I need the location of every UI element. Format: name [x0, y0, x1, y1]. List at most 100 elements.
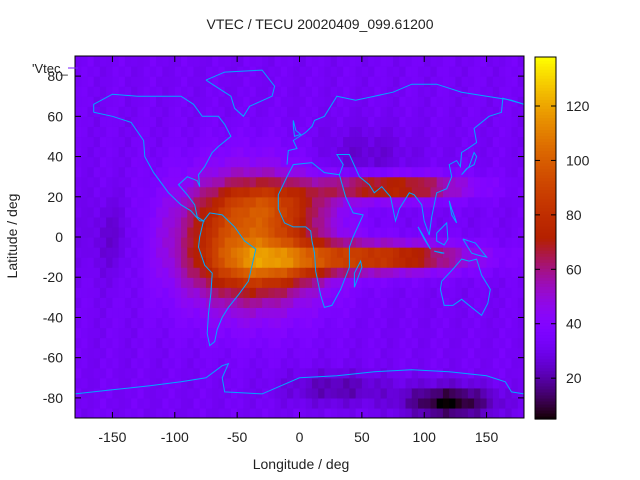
heat-cell	[249, 407, 257, 418]
colorbar-segment	[535, 90, 556, 94]
heat-cell	[243, 397, 251, 409]
heat-cell	[187, 96, 195, 107]
heat-cell	[99, 277, 107, 288]
heat-cell	[249, 166, 257, 178]
heat-cell	[199, 196, 207, 208]
heat-cell	[287, 96, 294, 107]
heat-cell	[75, 397, 82, 409]
heat-cell	[480, 257, 488, 268]
heat-cell	[436, 277, 444, 288]
heat-cell	[187, 277, 195, 288]
heat-cell	[162, 156, 170, 168]
heat-cell	[118, 327, 126, 339]
heat-cell	[411, 377, 419, 389]
heat-cell	[181, 317, 188, 329]
heat-cell	[349, 277, 357, 288]
heat-cell	[417, 76, 425, 87]
heat-cell	[174, 86, 182, 97]
heat-cell	[393, 86, 400, 97]
x-ticks: -150 -100 -50 0 50 100 150	[98, 56, 498, 445]
heat-cell	[393, 357, 400, 369]
colorbar-segment	[535, 241, 556, 245]
coastlines	[75, 69, 524, 395]
heat-cell	[318, 347, 326, 359]
heat-cell	[505, 407, 513, 418]
heat-cell	[349, 86, 357, 97]
heat-cell	[305, 297, 313, 308]
colorbar-segment	[535, 93, 556, 97]
heat-cell	[212, 96, 220, 107]
heat-cell	[249, 86, 257, 97]
heat-cell	[480, 156, 488, 168]
heat-cell	[156, 146, 163, 158]
heat-cell	[268, 196, 276, 208]
heat-cell	[355, 226, 363, 238]
heat-cell	[343, 277, 350, 288]
heat-cell	[143, 86, 151, 97]
heat-cell	[492, 257, 500, 268]
heat-cell	[311, 216, 319, 228]
heat-cell	[511, 337, 519, 349]
heat-cell	[293, 216, 301, 228]
heat-cell	[399, 337, 407, 349]
heat-cell	[411, 307, 419, 319]
heat-cell	[181, 367, 188, 379]
coastline-path	[75, 362, 524, 395]
heat-cell	[355, 126, 363, 138]
heat-cell	[230, 196, 238, 208]
heat-cell	[212, 196, 220, 208]
heat-cell	[131, 116, 138, 127]
heat-cell	[324, 116, 332, 127]
heat-cell	[355, 176, 363, 188]
heat-cell	[249, 377, 257, 389]
heat-cell	[499, 347, 506, 359]
heat-cell	[336, 347, 344, 359]
heat-cell	[187, 106, 195, 117]
heat-cell	[193, 247, 201, 258]
heat-cell	[430, 247, 438, 258]
heat-cell	[131, 166, 138, 178]
heat-cell	[386, 337, 394, 349]
heat-cell	[99, 86, 107, 97]
colorbar-segment	[535, 274, 556, 278]
heat-cell	[287, 247, 294, 258]
heat-cell	[143, 277, 151, 288]
heat-cell	[168, 267, 176, 278]
heat-cell	[305, 287, 313, 298]
heat-cell	[336, 387, 344, 399]
heat-cell	[474, 66, 481, 77]
heat-cell	[262, 357, 269, 369]
heat-cell	[162, 206, 170, 218]
heat-cell	[87, 367, 95, 379]
heat-cell	[193, 327, 201, 339]
heat-cell	[237, 156, 244, 168]
heat-cell	[424, 96, 432, 107]
heat-cell	[517, 136, 524, 148]
heat-cell	[474, 116, 481, 127]
heat-cell	[405, 407, 413, 418]
heat-cell	[75, 347, 82, 359]
heat-cell	[205, 237, 213, 248]
heat-cell	[131, 206, 138, 218]
heat-cell	[405, 247, 413, 258]
heat-cell	[449, 287, 457, 298]
heat-cell	[230, 216, 238, 228]
heat-cell	[75, 176, 82, 188]
heat-cell	[336, 116, 344, 127]
heat-cell	[287, 377, 294, 389]
heat-cell	[149, 196, 157, 208]
heat-cell	[511, 307, 519, 319]
heat-cell	[299, 176, 307, 188]
heat-cell	[492, 307, 500, 319]
heat-cell	[343, 307, 350, 319]
heat-cell	[262, 156, 269, 168]
heat-cell	[156, 387, 163, 399]
heat-cell	[330, 136, 338, 148]
heat-cell	[474, 317, 481, 329]
heat-cell	[343, 397, 350, 409]
heat-cell	[224, 287, 232, 298]
heat-cell	[492, 96, 500, 107]
colorbar-segment	[535, 144, 556, 149]
colorbar-segment	[535, 147, 556, 152]
heat-cell	[318, 176, 326, 188]
